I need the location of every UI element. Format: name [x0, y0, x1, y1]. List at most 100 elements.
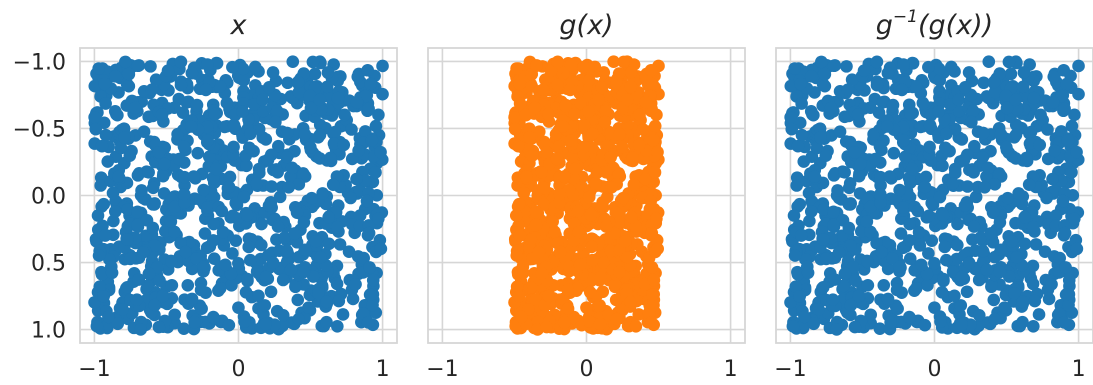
scatter-point — [1032, 308, 1046, 321]
scatter-point — [332, 294, 346, 308]
scatter-point — [1049, 219, 1063, 233]
scatter-point — [1065, 119, 1079, 133]
scatter-point — [650, 212, 663, 226]
scatter-point — [794, 77, 807, 91]
scatter-point — [181, 279, 195, 292]
scatter-point — [258, 299, 272, 312]
scatter-point — [895, 83, 909, 97]
scatter-point — [512, 197, 526, 211]
scatter-point — [807, 108, 820, 122]
scatter-point — [190, 252, 203, 265]
scatter-point — [240, 208, 254, 222]
scatter-point — [508, 122, 522, 136]
scatter-point — [178, 187, 191, 201]
axes-frame — [79, 47, 398, 344]
scatter-point — [624, 66, 638, 79]
scatter-point — [934, 315, 947, 328]
scatter-point — [213, 80, 227, 93]
scatter-point — [639, 96, 653, 109]
scatter-point — [363, 288, 377, 302]
title-superscript: −1 — [893, 7, 918, 27]
scatter-point — [904, 107, 917, 121]
scatter-point — [920, 267, 934, 281]
scatter-point — [322, 210, 335, 224]
scatter-point — [624, 295, 637, 309]
scatter-point — [987, 293, 1001, 307]
scatter-point — [884, 316, 897, 329]
scatter-point — [1000, 101, 1014, 115]
scatter-point — [197, 260, 211, 274]
scatter-point — [967, 165, 980, 179]
scatter-point — [209, 162, 223, 176]
scatter-point — [616, 140, 629, 154]
scatter-point — [305, 191, 318, 205]
scatter-point — [264, 285, 278, 299]
scatter-point — [612, 168, 626, 181]
scatter-point — [644, 194, 658, 208]
scatter-point — [912, 225, 926, 239]
scatter-point — [535, 267, 549, 280]
scatter-point — [369, 166, 382, 179]
scatter-point — [135, 184, 148, 197]
scatter-point — [599, 220, 613, 233]
scatter-point — [219, 258, 232, 272]
scatter-point — [932, 62, 946, 76]
scatter-point — [553, 245, 567, 259]
scatter-point — [276, 309, 290, 322]
scatter-point — [1018, 237, 1032, 251]
scatter-point — [798, 310, 811, 324]
scatter-point — [586, 127, 599, 141]
scatter-point — [286, 55, 300, 68]
scatter-point — [922, 209, 936, 223]
scatter-point — [610, 75, 623, 89]
scatter-point — [874, 170, 887, 184]
scatter-point — [827, 169, 841, 182]
scatter-point — [1040, 191, 1053, 205]
scatter-point — [557, 170, 571, 183]
scatter-point — [361, 63, 374, 77]
scatter-point — [238, 315, 251, 328]
scatter-point — [922, 60, 935, 74]
scatter-point — [232, 257, 245, 270]
scatter-point — [993, 265, 1007, 279]
scatter-point — [1026, 277, 1040, 291]
scatter-point — [330, 277, 344, 291]
scatter-point — [1008, 286, 1021, 300]
scatter-point — [582, 74, 596, 87]
scatter-point — [118, 131, 131, 144]
scatter-point — [814, 131, 827, 144]
scatter-point — [828, 273, 842, 286]
scatter-point — [376, 87, 389, 101]
scatter-point — [633, 108, 646, 122]
scatter-point — [349, 277, 362, 291]
scatter-point — [89, 122, 103, 136]
scatter-point — [804, 70, 818, 83]
scatter-point — [824, 101, 838, 115]
scatter-point — [313, 128, 327, 142]
scatter-point — [608, 278, 622, 292]
title-rest: (g(x)) — [918, 10, 993, 41]
scatter-point — [98, 229, 112, 242]
scatter-point — [128, 101, 142, 115]
scatter-point — [259, 270, 273, 284]
scatter-point — [1059, 288, 1073, 302]
scatter-point — [977, 76, 990, 90]
scatter-point — [259, 133, 273, 146]
scatter-point — [1053, 251, 1067, 265]
scatter-point — [1045, 277, 1058, 291]
scatter-point — [789, 280, 803, 293]
x-tick-label: −1 — [78, 357, 110, 382]
scatter-point — [1061, 134, 1075, 147]
scatter-point — [282, 180, 295, 194]
scatter-point — [1072, 59, 1085, 73]
scatter-point — [223, 170, 237, 184]
scatter-point — [131, 205, 144, 219]
scatter-point — [651, 242, 664, 256]
scatter-point — [629, 320, 643, 333]
scatter-point — [529, 218, 543, 232]
scatter-point — [867, 127, 880, 141]
scatter-point — [99, 97, 112, 110]
scatter-point — [864, 200, 878, 214]
scatter-point — [894, 227, 908, 240]
